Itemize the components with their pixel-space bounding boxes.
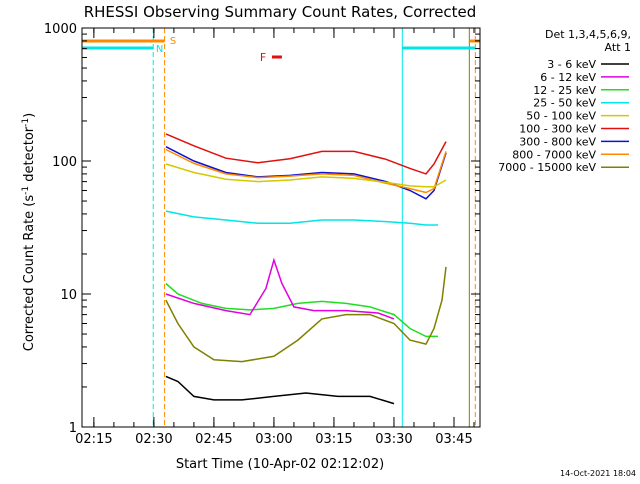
legend-entry-label: 3 - 6 keV [547,58,596,71]
chart-title: RHESSI Observing Summary Count Rates, Co… [84,3,477,21]
series-12-25-kev [165,282,438,338]
marker-N-label: N [156,44,163,55]
series-3-6-kev [165,375,395,405]
marker-S-label: S [170,36,176,47]
axes: 1 10 100 1000 02:15 02:30 02:45 03:00 03:15 03:30… [44,22,480,447]
y-tick-label: 100 [52,155,77,170]
y-axis-label: Corrected Count Rate (s-1 detector-1) [21,113,37,351]
marker-F-label: F [260,51,266,64]
x-tick-label: 03:45 [435,432,472,447]
x-tick-label: 02:15 [75,432,112,447]
legend-entry-label: 100 - 300 keV [519,123,596,136]
legend-entry-label: 25 - 50 keV [533,97,596,110]
footer-date: 14-Oct-2021 18:04 [560,469,636,478]
series-100-300-kev [165,133,447,175]
x-tick-label: 02:45 [195,432,232,447]
plot-frame [81,27,481,428]
legend-entry-label: 12 - 25 keV [533,84,596,97]
series-6-12-kev [165,257,395,320]
legend-header-line1: Det 1,3,4,5,6,9, [545,28,631,41]
x-axis-label: Start Time (10-Apr-02 02:12:02) [176,457,384,472]
y-tick-label: 1 [69,421,77,436]
y-tick-label: 1000 [44,22,77,37]
x-tick-label: 02:30 [135,432,172,447]
series-7000-15000-kev [165,266,447,363]
legend-entry-label: 6 - 12 keV [540,71,596,84]
series-800-7000-kev [165,148,447,194]
y-tick-label: 10 [60,288,77,303]
legend-header-line2: Att 1 [605,41,631,54]
legend-entry-label: 800 - 7000 keV [512,148,596,161]
series-50-100-kev [165,163,447,188]
legend-entry-label: 7000 - 15000 keV [498,161,596,174]
x-tick-label: 03:30 [375,432,412,447]
x-tick-label: 03:00 [255,432,292,447]
x-tick-label: 03:15 [315,432,352,447]
plot-area: SN F [82,28,480,427]
legend-entry-label: 50 - 100 keV [526,110,596,123]
legend-entry-label: 300 - 800 keV [519,135,596,148]
series-300-800-kev [165,146,447,200]
series-25-50-kev [165,210,438,226]
